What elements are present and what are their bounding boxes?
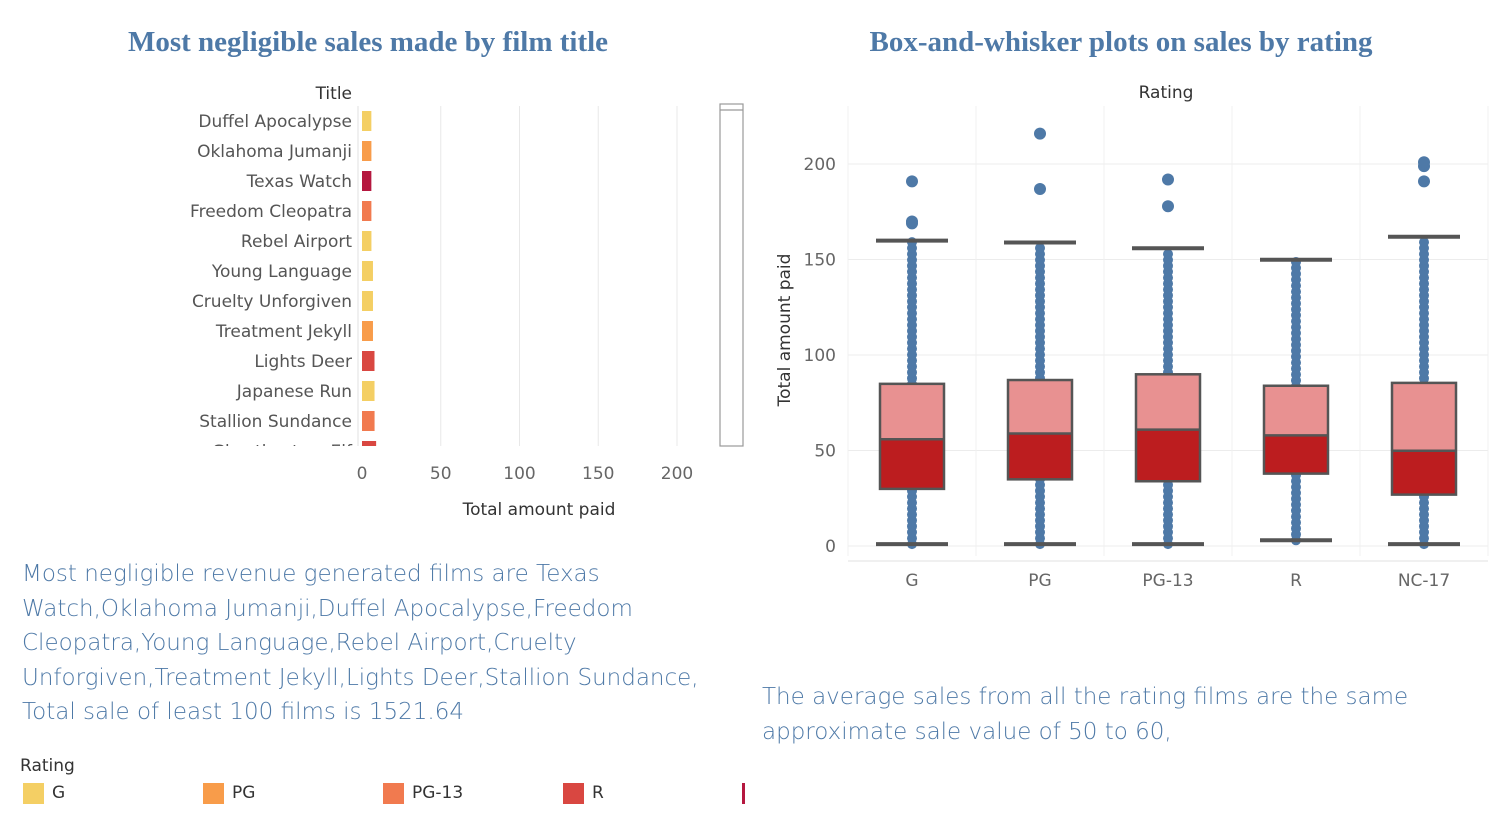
box-upper-half [880,383,944,440]
left-insight-text: Most negligible revenue generated films … [22,561,699,725]
outlier-point [1418,156,1430,169]
left-chart-title: Most negligible sales made by film title [127,26,609,58]
bar [362,411,375,431]
bar-category-label: Oklahoma Jumanji [197,142,352,162]
box-y-tick-label: 150 [804,251,836,271]
legend-label: R [592,783,604,803]
bar [362,321,373,341]
bar-category-label: Ghostbusters Elf [212,442,353,462]
outlier-point [1162,173,1174,186]
bar-chart: Title Total amount paid 0 50 100 150 200 Duff… [190,84,744,520]
right-chart-title: Box-and-whisker plots on sales by rating [869,26,1373,58]
bar [362,141,372,161]
sale-point [1035,243,1045,254]
legend-item-pg[interactable]: PG [203,782,255,804]
legend-label: PG-13 [412,783,464,803]
bar [362,111,372,131]
bar-category-label: Japanese Run [236,382,352,402]
outlier-point [1418,175,1430,188]
outlier-point [1034,127,1046,140]
bar-category-label: Young Language [211,262,352,282]
bar [362,381,375,401]
right-insight-text: The average sales from all the rating fi… [762,684,1409,745]
box-y-tick-label: 100 [804,346,836,366]
box-outline [1262,384,1330,475]
box-upper-half [1392,382,1456,451]
bar-row-header: Title [315,84,352,104]
bar-x-tick-label: 100 [503,464,535,484]
bar-category-label: Treatment Jekyll [215,322,352,342]
box-lower-half [1008,433,1072,480]
box-y-tick-label: 0 [825,537,836,557]
bar [362,261,373,281]
legend-label: G [52,783,66,803]
box-x-tick-label: G [905,571,918,591]
bar-category-label: Stallion Sundance [199,412,352,432]
box-x-tick-label: PG [1028,571,1051,591]
box-chart: Rating Total amount paid 0 50 100 150 200 G PG… [775,83,1489,591]
bar-x-tick-label: 200 [661,464,693,484]
box-outline [1006,378,1074,481]
box-upper-half [1264,385,1328,436]
bar-category-label: Lights Deer [254,352,352,372]
box-outline [878,382,946,491]
box-lower-half [880,439,944,489]
legend-item-g[interactable]: G [23,782,65,804]
bar-rows: Duffel Apocalypse Oklahoma Jumanji Texas W… [190,111,377,462]
bar [362,201,372,221]
box-lower-half [1392,450,1456,495]
bar [362,441,377,446]
legend-swatch [383,782,404,804]
bar-category-label: Duffel Apocalypse [198,112,352,132]
box-y-tick-label: 50 [814,442,836,462]
box-x-tick-label: PG-13 [1142,571,1193,591]
box-upper-half [1008,380,1072,434]
bar [362,231,372,251]
legend-swatch [203,782,224,804]
sale-point [1419,237,1429,248]
box-lower-half [1264,435,1328,474]
box-upper-half [1136,374,1200,430]
legend-item-r[interactable]: R [563,782,604,804]
bar-category-label: Texas Watch [246,172,352,192]
outlier-point [1162,200,1174,213]
outlier-point [1034,183,1046,196]
bar [362,291,373,311]
box-lower-half [1136,429,1200,482]
box-y-axis-label: Total amount paid [775,254,795,408]
bar-category-label: Rebel Airport [241,232,352,252]
legend-swatch [563,782,584,804]
sale-point [1163,248,1173,259]
bar-x-tick-label: 150 [582,464,614,484]
outlier-point [906,215,918,228]
box-y-tick-label: 200 [804,155,836,175]
legend-swatch [742,782,745,804]
bar-x-tick-label: 0 [357,464,368,484]
bar-x-axis-label: Total amount paid [462,500,616,520]
legend-label: PG [232,783,256,803]
bar-category-label: Freedom Cleopatra [190,202,352,222]
box-outline [1390,381,1458,496]
legend-swatch [23,782,44,804]
scrollbar-track [719,103,744,447]
box-x-tick-label: NC-17 [1398,571,1450,591]
box-outline [1134,373,1202,483]
outlier-point [906,175,918,188]
box-x-tick-label: R [1290,571,1302,591]
legend-title: Rating [20,756,75,776]
bar-category-label: Cruelty Unforgiven [192,292,352,312]
legend-item-nc17-partial[interactable] [742,782,745,804]
bar [362,351,375,371]
bar [362,171,372,191]
legend-item-pg13[interactable]: PG-13 [383,782,463,804]
box-column-header: Rating [1139,83,1194,103]
bar-x-tick-label: 50 [430,464,452,484]
